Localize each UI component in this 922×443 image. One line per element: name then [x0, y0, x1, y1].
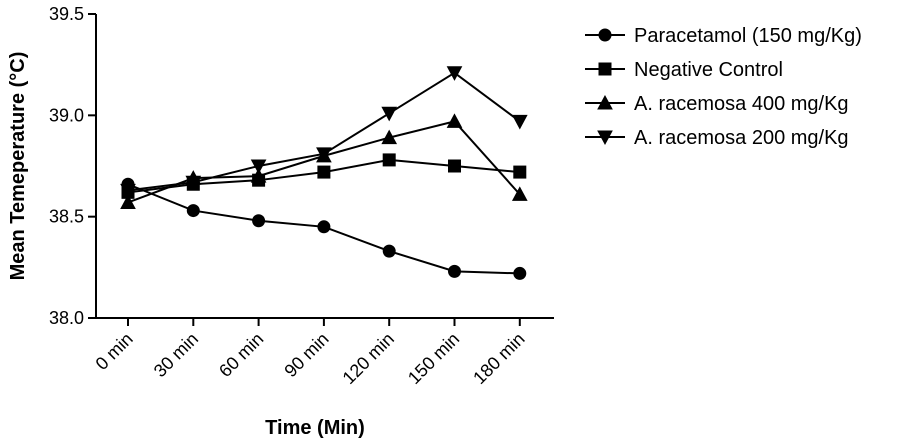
legend-label: Negative Control — [634, 59, 783, 81]
data-point — [186, 204, 200, 218]
x-axis-title: Time (Min) — [265, 417, 365, 439]
x-tick-label: 120 min — [339, 329, 398, 388]
legend-entry: A. racemosa 200 mg/Kg — [585, 127, 849, 149]
legend-entry: Paracetamol (150 mg/Kg) — [585, 25, 862, 47]
data-point — [446, 66, 463, 81]
data-point — [250, 159, 267, 175]
chart-legend: Paracetamol (150 mg/Kg) Negative Control A… — [585, 25, 862, 149]
legend-label: A. racemosa 200 mg/Kg — [634, 127, 849, 149]
data-point — [511, 114, 528, 130]
data-point — [513, 165, 527, 179]
data-point — [250, 168, 267, 183]
data-point — [381, 129, 398, 145]
data-point — [120, 183, 136, 199]
x-tick-label: 90 min — [280, 329, 332, 381]
x-tick-label: 180 min — [469, 329, 528, 388]
legend-marker — [597, 130, 613, 146]
data-point — [446, 113, 463, 128]
x-tick-label: 30 min — [150, 329, 202, 381]
data-point — [382, 153, 396, 167]
series-triangle-down — [120, 66, 528, 199]
y-tick-label: 38.5 — [49, 207, 84, 227]
plot-series — [120, 66, 528, 280]
data-point — [317, 220, 331, 234]
data-point — [448, 159, 461, 173]
data-point — [382, 244, 396, 258]
data-point — [316, 147, 332, 162]
y-tick-label: 39.5 — [49, 4, 84, 24]
x-tick-label: 0 min — [92, 329, 137, 374]
chart-axes — [95, 14, 554, 319]
data-point — [120, 194, 136, 209]
y-axis-ticks: 38.0 38.5 39.0 39.5 — [49, 4, 96, 328]
data-point — [185, 175, 202, 191]
legend-marker — [598, 62, 612, 76]
data-point — [511, 186, 528, 201]
legend-marker — [598, 28, 612, 42]
x-tick-label: 60 min — [215, 329, 267, 381]
legend-entry: Negative Control — [585, 59, 783, 81]
legend-label: Paracetamol (150 mg/Kg) — [634, 25, 862, 47]
y-axis-title: Mean Temeperature (°C) — [7, 52, 29, 281]
data-point — [513, 266, 527, 280]
data-point — [252, 214, 266, 228]
legend-label: A. racemosa 400 mg/Kg — [634, 93, 849, 115]
data-point — [317, 165, 331, 179]
y-tick-label: 39.0 — [49, 105, 84, 125]
x-axis-ticks: 0 min 30 min 60 min 90 min 120 min 150 min 180… — [92, 318, 529, 388]
data-point — [381, 106, 398, 122]
data-point — [448, 264, 461, 278]
series-circle — [121, 177, 527, 280]
y-tick-label: 38.0 — [49, 308, 84, 328]
x-tick-label: 150 min — [404, 329, 463, 388]
legend-marker — [597, 94, 613, 110]
legend-entry: A. racemosa 400 mg/Kg — [585, 93, 849, 115]
